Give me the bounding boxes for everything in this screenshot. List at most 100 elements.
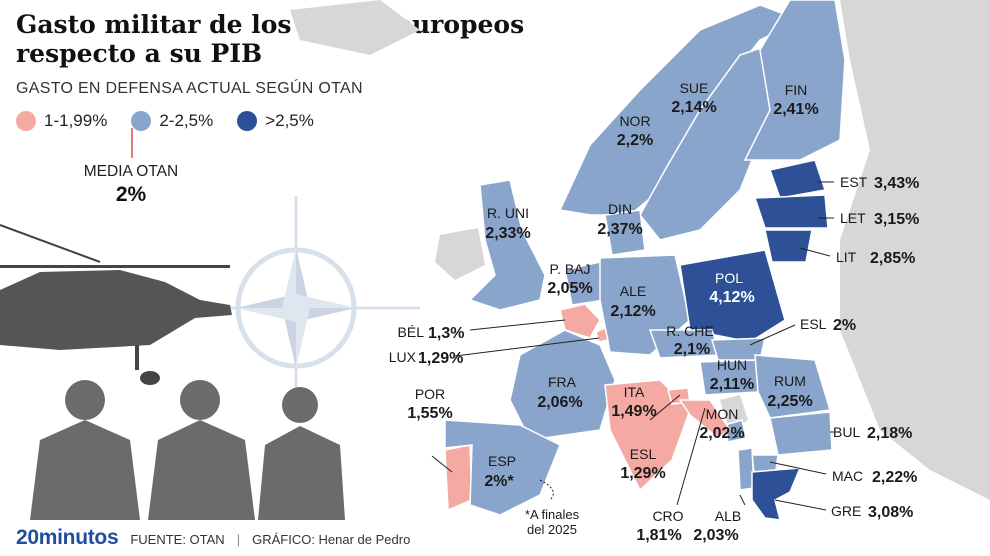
country-shape-gre[interactable] <box>751 467 802 521</box>
label-fin-value: 2,41% <box>773 101 818 118</box>
legend-swatch-low <box>16 111 36 131</box>
label-esp-value: 2%* <box>484 473 514 490</box>
label-eslovaquia-value: 2% <box>833 317 856 334</box>
label-lit-name: LIT <box>836 249 857 265</box>
leader-line-eslovaquia <box>749 324 796 346</box>
label-ita-value: 1,49% <box>611 403 656 420</box>
footnote-line-1: *A finales <box>525 507 580 522</box>
leader-line-por <box>431 455 453 473</box>
label-est-value: 3,43% <box>874 175 919 192</box>
leader-lines <box>431 181 834 511</box>
label-ale-name: ALE <box>620 283 646 299</box>
leader-line-bel <box>469 319 566 331</box>
country-shape-fin[interactable] <box>743 0 846 161</box>
leader-line-lux <box>454 337 600 357</box>
country-shape-por[interactable] <box>444 444 473 512</box>
label-let-name: LET <box>840 210 866 226</box>
country-labels: NOR 2,2% SUE 2,14% FIN 2,41% EST 3,43% L… <box>389 80 920 544</box>
label-pol-value: 4,12% <box>709 289 754 306</box>
leader-line-eslovenia <box>649 394 681 421</box>
legend-swatch-high <box>237 111 258 131</box>
label-mon-value: 2,02% <box>699 425 744 442</box>
footer-separator: | <box>236 532 241 547</box>
soldiers-illustration <box>30 380 345 520</box>
label-alb-name: ALB <box>715 508 741 524</box>
footer: 20minutos FUENTE: OTAN | GRÁFICO: Henar … <box>16 526 410 550</box>
legend-item-low: 1-1,99% <box>16 111 107 131</box>
label-ita-name: ITA <box>624 384 645 400</box>
country-shape-let[interactable] <box>753 194 829 229</box>
non-member-landmasses <box>290 0 990 500</box>
average-value: 2% <box>115 183 147 206</box>
country-shapes <box>444 0 846 521</box>
label-rche-name: R. CHE <box>666 323 713 339</box>
label-lux-value: 1,29% <box>418 350 463 367</box>
label-rche-value: 2,1% <box>674 341 710 358</box>
country-shape-bel[interactable] <box>559 303 601 339</box>
label-bel-name: BÉL <box>398 324 425 340</box>
leader-line-alb <box>739 494 746 506</box>
label-runi-name: R. UNI <box>487 205 529 221</box>
label-eslovenia-value: 1,29% <box>620 465 665 482</box>
country-shape-runi[interactable] <box>468 179 546 311</box>
average-marker-line <box>131 128 133 158</box>
country-shape-lit[interactable] <box>764 229 813 263</box>
leader-line-note <box>539 479 554 501</box>
leader-line-cro <box>676 407 706 506</box>
country-shape-cro[interactable] <box>678 399 732 439</box>
chart-title: Gasto militar de los países europeos res… <box>16 10 525 68</box>
label-sue-value: 2,14% <box>671 99 716 116</box>
label-cro-value: 1,81% <box>636 527 681 544</box>
country-shape-rum[interactable] <box>754 354 831 419</box>
label-eslovaquia-name: ESL <box>800 316 827 332</box>
source-text: FUENTE: OTAN <box>130 532 225 547</box>
label-por-value: 1,55% <box>407 405 452 422</box>
legend-label-high: >2,5% <box>265 111 314 130</box>
label-alb-value: 2,03% <box>693 527 738 544</box>
brand-logo[interactable]: 20minutos <box>16 526 119 549</box>
leader-line-gre <box>774 499 827 511</box>
label-rum-name: RUM <box>774 373 806 389</box>
country-shape-mon[interactable] <box>724 419 747 443</box>
label-let-value: 3,15% <box>874 211 919 228</box>
label-hun-name: HUN <box>717 357 747 373</box>
credit-text: GRÁFICO: Henar de Pedro <box>252 532 411 547</box>
country-shape-esp[interactable] <box>444 419 561 516</box>
label-fra-value: 2,06% <box>537 394 582 411</box>
chart-subtitle: GASTO EN DEFENSA ACTUAL SEGÚN OTAN <box>16 80 363 97</box>
country-shape-ita[interactable] <box>604 379 691 492</box>
label-nor-name: NOR <box>619 113 650 129</box>
label-esp-name: ESP <box>488 453 516 469</box>
label-sue-name: SUE <box>680 80 709 96</box>
label-est-name: EST <box>840 174 868 190</box>
label-din-value: 2,37% <box>597 221 642 238</box>
label-eslovenia-name: ESL <box>630 446 657 462</box>
legend-item-high: >2,5% <box>237 111 314 131</box>
label-bul-value: 2,18% <box>867 425 912 442</box>
helicopter-illustration <box>0 224 232 385</box>
country-shape-din[interactable] <box>604 209 646 256</box>
label-pbaj-value: 2,05% <box>547 280 592 297</box>
footnote-line-2: del 2025 <box>527 522 577 537</box>
label-bul-name: BUL <box>833 424 860 440</box>
label-mac-name: MAC <box>832 468 863 484</box>
label-ale-value: 2,12% <box>610 303 655 320</box>
leader-line-mon <box>731 435 739 439</box>
legend: 1-1,99% 2-2,5% >2,5% <box>16 111 314 131</box>
label-lit-value: 2,85% <box>870 250 915 267</box>
legend-item-mid: 2-2,5% <box>131 111 213 131</box>
label-gre-name: GRE <box>831 503 861 519</box>
label-pol-name: POL <box>715 270 743 286</box>
label-cro-name: CRO <box>652 508 683 524</box>
country-shape-bul[interactable] <box>769 411 833 456</box>
country-shape-lux[interactable] <box>595 326 609 343</box>
label-por-name: POR <box>415 386 445 402</box>
legend-swatch-mid <box>131 111 152 131</box>
label-bel-value: 1,3% <box>428 325 464 342</box>
label-lux-name: LUX <box>389 349 417 365</box>
country-shape-est[interactable] <box>769 159 826 199</box>
country-shape-pol[interactable] <box>679 249 786 343</box>
label-pbaj-name: P. BAJ <box>550 261 591 277</box>
label-runi-value: 2,33% <box>485 225 530 242</box>
